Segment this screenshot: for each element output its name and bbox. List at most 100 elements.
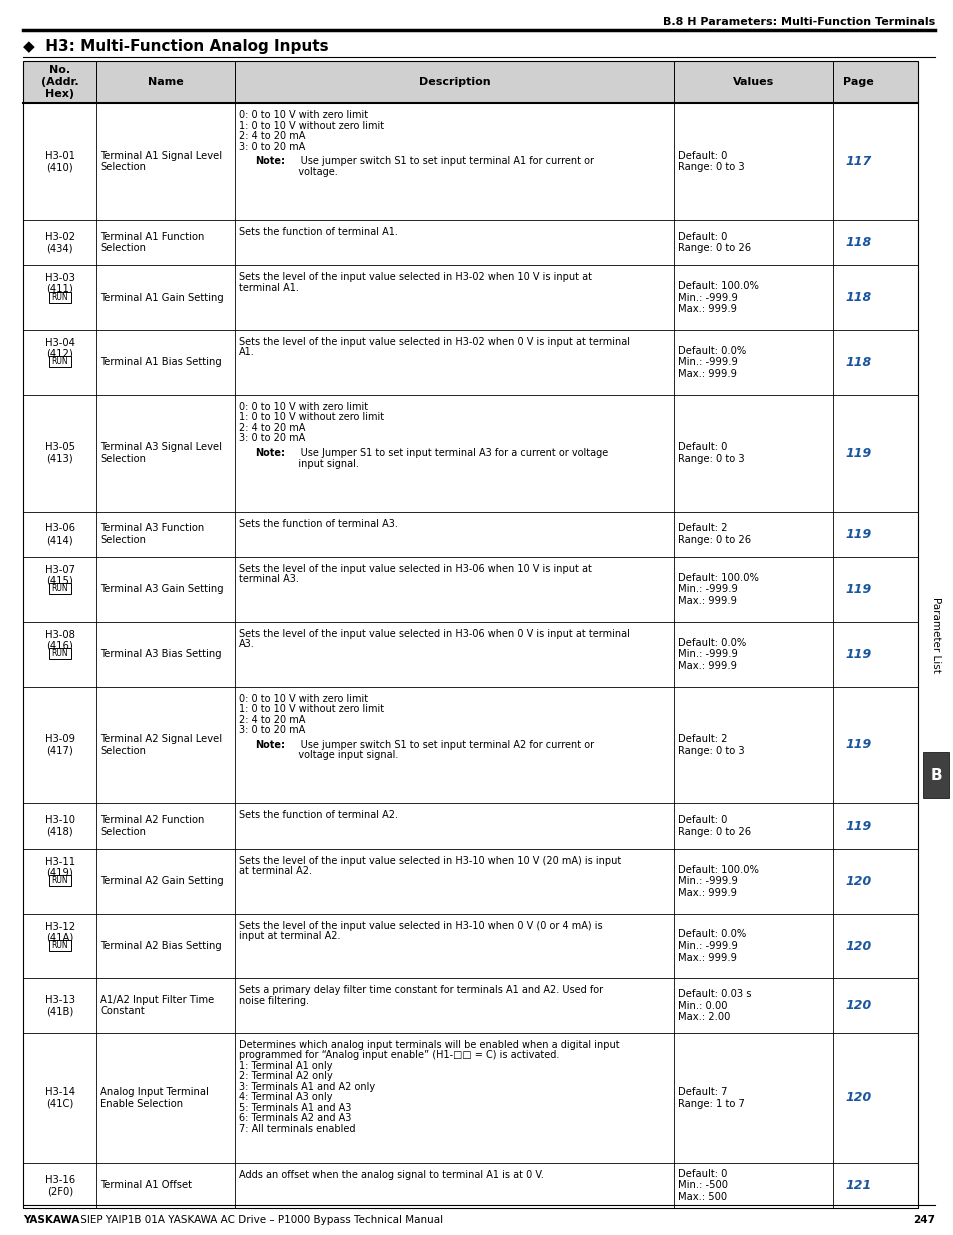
Text: Terminal A2 Bias Setting: Terminal A2 Bias Setting — [100, 941, 222, 951]
Text: input at terminal A2.: input at terminal A2. — [239, 931, 340, 941]
Text: Analog Input Terminal
Enable Selection: Analog Input Terminal Enable Selection — [100, 1087, 209, 1109]
Text: H3-16
(2F0): H3-16 (2F0) — [45, 1174, 74, 1197]
Text: RUN: RUN — [51, 357, 68, 367]
Text: Sets the level of the input value selected in H3-02 when 0 V is input at termina: Sets the level of the input value select… — [239, 337, 629, 347]
Text: Default: 2
Range: 0 to 26: Default: 2 Range: 0 to 26 — [677, 524, 750, 545]
Text: Terminal A3 Bias Setting: Terminal A3 Bias Setting — [100, 650, 222, 659]
Text: H3-09
(417): H3-09 (417) — [45, 734, 74, 756]
Text: Default: 100.0%
Min.: -999.9
Max.: 999.9: Default: 100.0% Min.: -999.9 Max.: 999.9 — [677, 864, 758, 898]
Text: (41A): (41A) — [46, 932, 73, 942]
Text: Terminal A3 Gain Setting: Terminal A3 Gain Setting — [100, 584, 224, 594]
Text: 121: 121 — [844, 1178, 871, 1192]
Text: H3-06
(414): H3-06 (414) — [45, 524, 74, 545]
Text: 2: 4 to 20 mA: 2: 4 to 20 mA — [239, 715, 305, 725]
Text: Terminal A3 Signal Level
Selection: Terminal A3 Signal Level Selection — [100, 442, 222, 464]
Text: Default: 0
Min.: -500
Max.: 500: Default: 0 Min.: -500 Max.: 500 — [677, 1168, 727, 1202]
Bar — [923, 752, 948, 798]
Text: 2: Terminal A2 only: 2: Terminal A2 only — [239, 1072, 333, 1082]
Text: Sets the level of the input value selected in H3-06 when 10 V is input at: Sets the level of the input value select… — [239, 564, 592, 574]
Text: No.
(Addr.
Hex): No. (Addr. Hex) — [41, 65, 78, 99]
Text: 3: Terminals A1 and A2 only: 3: Terminals A1 and A2 only — [239, 1082, 375, 1092]
Text: (412): (412) — [47, 348, 73, 358]
Text: Terminal A2 Gain Setting: Terminal A2 Gain Setting — [100, 876, 224, 887]
Text: 247: 247 — [912, 1215, 934, 1225]
Text: Sets the level of the input value selected in H3-10 when 10 V (20 mA) is input: Sets the level of the input value select… — [239, 856, 620, 866]
Text: SIEP YAIP1B 01A YASKAWA AC Drive – P1000 Bypass Technical Manual: SIEP YAIP1B 01A YASKAWA AC Drive – P1000… — [77, 1215, 442, 1225]
Text: (419): (419) — [47, 867, 73, 877]
Text: Default: 0
Range: 0 to 26: Default: 0 Range: 0 to 26 — [677, 815, 750, 837]
Text: 1: 0 to 10 V without zero limit: 1: 0 to 10 V without zero limit — [239, 121, 384, 131]
Text: Default: 100.0%
Min.: -999.9
Max.: 999.9: Default: 100.0% Min.: -999.9 Max.: 999.9 — [677, 573, 758, 606]
Text: A1/A2 Input Filter Time
Constant: A1/A2 Input Filter Time Constant — [100, 995, 214, 1016]
Text: terminal A3.: terminal A3. — [239, 574, 298, 584]
Text: Sets the function of terminal A3.: Sets the function of terminal A3. — [239, 519, 397, 529]
Text: RUN: RUN — [51, 293, 68, 301]
Text: Default: 0.0%
Min.: -999.9
Max.: 999.9: Default: 0.0% Min.: -999.9 Max.: 999.9 — [677, 930, 745, 962]
Bar — [49, 357, 71, 368]
Text: Default: 0
Range: 0 to 3: Default: 0 Range: 0 to 3 — [677, 151, 743, 172]
Text: Terminal A1 Function
Selection: Terminal A1 Function Selection — [100, 232, 205, 253]
Text: (415): (415) — [47, 576, 73, 585]
Text: Default: 0.03 s
Min.: 0.00
Max.: 2.00: Default: 0.03 s Min.: 0.00 Max.: 2.00 — [677, 989, 750, 1023]
Text: 120: 120 — [844, 1092, 871, 1104]
Text: H3-11: H3-11 — [45, 857, 74, 867]
Text: ◆  H3: Multi-Function Analog Inputs: ◆ H3: Multi-Function Analog Inputs — [23, 40, 328, 54]
Text: Default: 100.0%
Min.: -999.9
Max.: 999.9: Default: 100.0% Min.: -999.9 Max.: 999.9 — [677, 280, 758, 314]
Text: Sets the function of terminal A1.: Sets the function of terminal A1. — [239, 227, 397, 237]
Text: 6: Terminals A2 and A3: 6: Terminals A2 and A3 — [239, 1114, 351, 1124]
Text: 119: 119 — [844, 820, 871, 832]
Text: H3-01
(410): H3-01 (410) — [45, 151, 74, 172]
Text: Adds an offset when the analog signal to terminal A1 is at 0 V.: Adds an offset when the analog signal to… — [239, 1170, 543, 1179]
Text: 3: 0 to 20 mA: 3: 0 to 20 mA — [239, 142, 305, 152]
Text: Note:: Note: — [254, 156, 285, 167]
Bar — [49, 291, 71, 303]
Text: Parameter List: Parameter List — [930, 597, 940, 673]
Text: A1.: A1. — [239, 347, 254, 357]
Text: 120: 120 — [844, 874, 871, 888]
Text: 5: Terminals A1 and A3: 5: Terminals A1 and A3 — [239, 1103, 351, 1113]
Text: RUN: RUN — [51, 877, 68, 885]
Text: Name: Name — [148, 77, 183, 86]
Bar — [49, 648, 71, 659]
Text: Note:: Note: — [254, 740, 285, 750]
Text: RUN: RUN — [51, 650, 68, 658]
Text: Default: 0
Range: 0 to 3: Default: 0 Range: 0 to 3 — [677, 442, 743, 464]
Text: Terminal A2 Signal Level
Selection: Terminal A2 Signal Level Selection — [100, 734, 222, 756]
Text: 118: 118 — [844, 356, 871, 369]
Text: H3-04: H3-04 — [45, 338, 74, 348]
Text: Terminal A1 Bias Setting: Terminal A1 Bias Setting — [100, 357, 222, 367]
Text: Sets the function of terminal A2.: Sets the function of terminal A2. — [239, 810, 397, 820]
Text: voltage.: voltage. — [239, 167, 337, 177]
Text: B: B — [929, 767, 941, 783]
Text: H3-13
(41B): H3-13 (41B) — [45, 995, 74, 1016]
Text: Sets the level of the input value selected in H3-02 when 10 V is input at: Sets the level of the input value select… — [239, 272, 592, 282]
Text: H3-05
(413): H3-05 (413) — [45, 442, 74, 464]
Text: 118: 118 — [844, 291, 871, 304]
Text: 2: 4 to 20 mA: 2: 4 to 20 mA — [239, 422, 305, 432]
Text: YASKAWA: YASKAWA — [23, 1215, 79, 1225]
Bar — [49, 583, 71, 594]
Text: Terminal A2 Function
Selection: Terminal A2 Function Selection — [100, 815, 205, 837]
Text: Terminal A3 Function
Selection: Terminal A3 Function Selection — [100, 524, 205, 545]
Text: 120: 120 — [844, 940, 871, 952]
Text: noise filtering.: noise filtering. — [239, 995, 309, 1007]
Text: 3: 0 to 20 mA: 3: 0 to 20 mA — [239, 433, 305, 443]
Bar — [23, 61, 917, 103]
Text: Values: Values — [732, 77, 773, 86]
Text: 3: 0 to 20 mA: 3: 0 to 20 mA — [239, 725, 305, 735]
Text: 2: 4 to 20 mA: 2: 4 to 20 mA — [239, 131, 305, 141]
Text: Terminal A1 Signal Level
Selection: Terminal A1 Signal Level Selection — [100, 151, 222, 172]
Text: 1: 0 to 10 V without zero limit: 1: 0 to 10 V without zero limit — [239, 412, 384, 422]
Text: programmed for “Analog input enable” (H1-□□ = C) is activated.: programmed for “Analog input enable” (H1… — [239, 1051, 558, 1061]
Text: B.8 H Parameters: Multi-Function Terminals: B.8 H Parameters: Multi-Function Termina… — [662, 17, 934, 27]
Text: Use jumper switch S1 to set input terminal A1 for current or: Use jumper switch S1 to set input termin… — [285, 156, 594, 167]
Text: at terminal A2.: at terminal A2. — [239, 866, 312, 877]
Text: 119: 119 — [844, 527, 871, 541]
Text: 119: 119 — [844, 583, 871, 595]
Text: Terminal A1 Offset: Terminal A1 Offset — [100, 1181, 193, 1191]
Text: Sets a primary delay filter time constant for terminals A1 and A2. Used for: Sets a primary delay filter time constan… — [239, 986, 602, 995]
Text: A3.: A3. — [239, 640, 254, 650]
Text: H3-08: H3-08 — [45, 630, 74, 640]
Text: 1: Terminal A1 only: 1: Terminal A1 only — [239, 1061, 333, 1071]
Text: 0: 0 to 10 V with zero limit: 0: 0 to 10 V with zero limit — [239, 110, 368, 120]
